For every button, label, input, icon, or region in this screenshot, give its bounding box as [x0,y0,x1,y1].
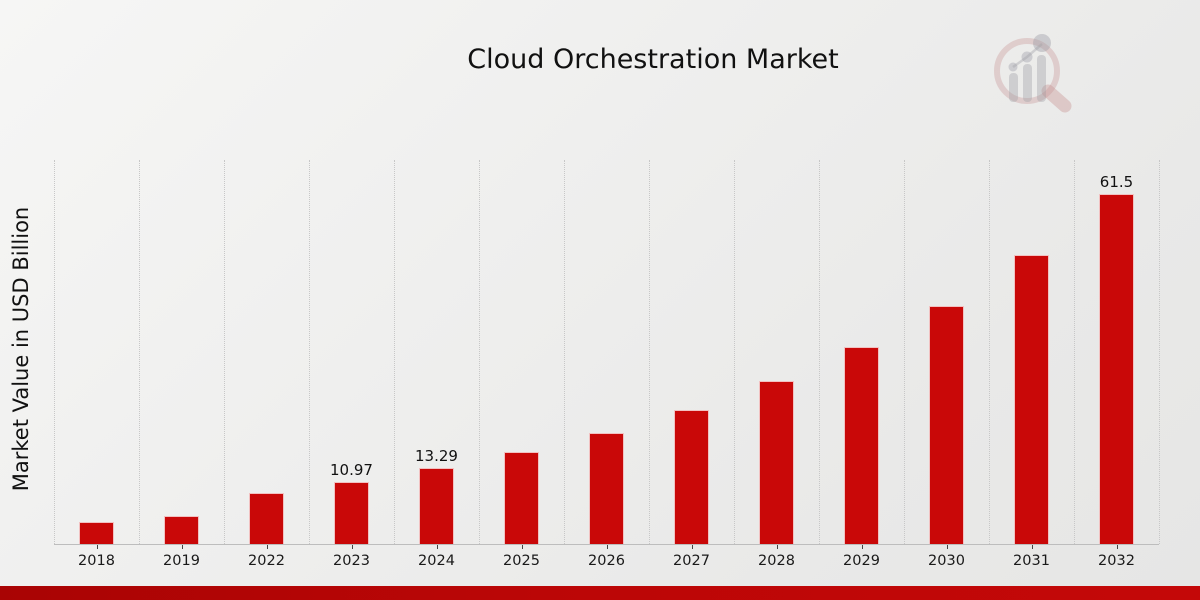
bar-2031 [1014,255,1049,544]
x-tick [521,545,523,549]
x-tick-label: 2026 [588,553,625,569]
gridline [564,160,565,544]
bar-value-label: 13.29 [415,447,458,466]
x-tick-label: 2031 [1013,553,1050,569]
gridline [819,160,820,544]
x-tick [1031,545,1033,549]
bar-2032 [1099,194,1134,544]
gridline [649,160,650,544]
gridline [734,160,735,544]
gridline [479,160,480,544]
bar-2029 [844,346,879,544]
x-tick [606,545,608,549]
bar-value-label: 10.97 [330,460,373,479]
bar-2026 [589,433,624,544]
gridline [904,160,905,544]
gridline [1159,160,1160,544]
gridline [139,160,140,544]
x-tick [96,545,98,549]
x-tick-label: 2028 [758,553,795,569]
bar-2019 [164,516,199,544]
x-tick-label: 2022 [248,553,285,569]
bar-2022 [249,492,284,544]
x-tick [691,545,693,549]
x-tick [436,545,438,549]
plot-area: 2018 2019 2022 10.97 2023 13.29 2024 2025 2026 20… [54,160,1160,569]
bar-2023 [334,481,369,544]
gridline [1074,160,1075,544]
bar-2027 [674,409,709,544]
magnifier-bar-chart-logo-icon [994,34,1072,113]
x-tick-label: 2023 [333,553,370,569]
chart-title: Cloud Orchestration Market [467,44,839,75]
footer-accent-bar [0,586,1200,600]
x-tick-label: 2029 [843,553,880,569]
x-tick-label: 2032 [1098,553,1135,569]
x-tick-label: 2030 [928,553,965,569]
x-tick-label: 2024 [418,553,455,569]
bar-2030 [929,305,964,544]
y-axis-label: Market Value in USD Billion [9,206,33,492]
x-tick-label: 2019 [163,553,200,569]
bar-2028 [759,381,794,544]
x-tick [861,545,863,549]
x-tick [181,545,183,549]
bar-2018 [79,521,114,544]
bar-2024 [419,468,454,544]
x-tick-label: 2018 [78,553,115,569]
x-axis-line [54,544,1159,545]
x-tick [351,545,353,549]
x-tick [776,545,778,549]
x-tick [266,545,268,549]
gridline [989,160,990,544]
gridline [394,160,395,544]
bar-value-label: 61.5 [1099,173,1134,192]
gridline [224,160,225,544]
bar-2025 [504,452,539,544]
x-tick [1116,545,1118,549]
gridline [309,160,310,544]
x-tick [946,545,948,549]
gridline [54,160,55,544]
x-tick-label: 2025 [503,553,540,569]
x-tick-label: 2027 [673,553,710,569]
